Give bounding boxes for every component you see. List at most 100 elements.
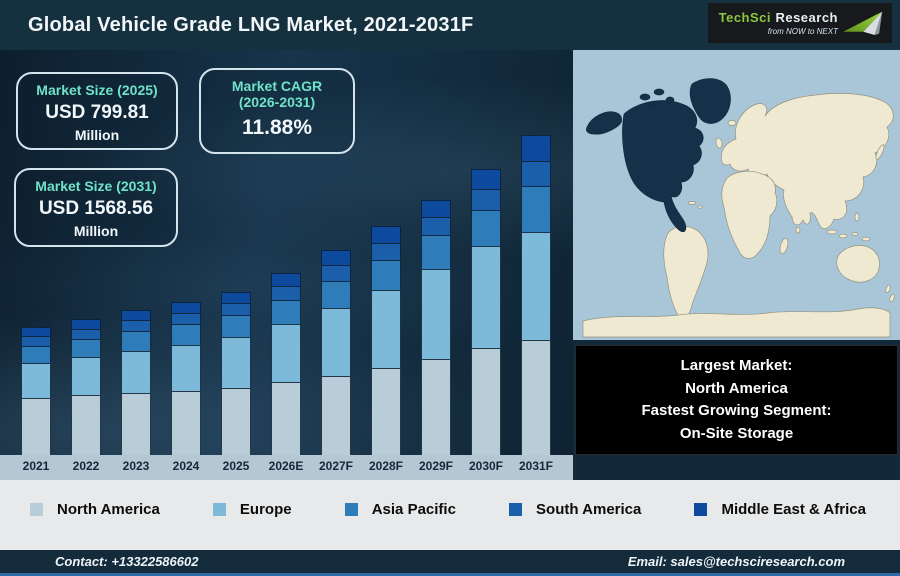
right-column: Largest Market: North America Fastest Gr…: [573, 50, 900, 480]
bar-segment-north-america: [321, 376, 351, 455]
header-bar: Global Vehicle Grade LNG Market, 2021-20…: [0, 0, 900, 50]
legend-swatch: [344, 502, 358, 516]
bar-segment-middle-east-africa: [321, 250, 351, 265]
x-axis-label-2029F: 2029F: [418, 459, 454, 473]
bar-segment-north-america: [271, 382, 301, 455]
stat-value: USD 799.81: [45, 102, 149, 124]
x-axis-label-2028F: 2028F: [368, 459, 404, 473]
x-axis-label-2026E: 2026E: [268, 459, 304, 473]
bar-2029F: [421, 200, 451, 455]
bar-segment-europe: [521, 232, 551, 340]
map-sri-lanka: [795, 226, 801, 234]
bar-segment-south-america: [121, 320, 151, 331]
legend-swatch: [509, 502, 523, 516]
x-axis-label-2022: 2022: [72, 459, 100, 473]
logo-arrow-icon: [843, 11, 883, 35]
bar-segment-europe: [171, 345, 201, 391]
bar-segment-asia-pacific: [171, 324, 201, 345]
bar-segment-middle-east-africa: [471, 169, 501, 189]
legend-label: South America: [536, 500, 642, 518]
map-indonesia: [851, 232, 859, 236]
legend-item-europe: Europe: [212, 500, 292, 518]
bar-segment-asia-pacific: [471, 210, 501, 246]
legend-label: Asia Pacific: [371, 500, 456, 518]
chart-legend: North America Europe Asia Pacific South Ame…: [0, 480, 900, 550]
map-new-zealand: [885, 284, 891, 294]
bar-segment-south-america: [71, 329, 101, 339]
info-line: On-Site Storage: [679, 424, 794, 442]
world-map: [573, 50, 900, 340]
stacked-bar-chart: [0, 50, 573, 455]
bars-container: [0, 50, 573, 455]
bar-segment-north-america: [121, 393, 151, 455]
map-south-america: [663, 225, 709, 321]
x-axis-label-2021: 2021: [22, 459, 50, 473]
x-axis-label-2023: 2023: [122, 459, 150, 473]
bar-segment-middle-east-africa: [371, 226, 401, 243]
bar-segment-north-america: [421, 359, 451, 455]
bar-segment-middle-east-africa: [521, 135, 551, 161]
stat-value: 11.88%: [241, 116, 313, 140]
map-africa: [721, 170, 778, 259]
map-north-america-highlight: [622, 100, 704, 233]
info-line: North America: [685, 379, 788, 397]
map-greenland-highlight: [689, 78, 731, 124]
x-axis-label-2024: 2024: [172, 459, 200, 473]
bar-2025: [221, 292, 251, 455]
bar-segment-north-america: [471, 348, 501, 455]
map-iceland: [727, 120, 737, 126]
bar-segment-south-america: [321, 265, 351, 281]
bar-2028F: [371, 226, 401, 455]
page-title: Global Vehicle Grade LNG Market, 2021-20…: [28, 13, 474, 36]
stat-title: Market Size (2031): [35, 178, 157, 194]
techsci-logo: TechSci Research from NOW to NEXT: [708, 3, 892, 43]
footer-contact: Contact: +13322586602: [55, 554, 199, 569]
legend-swatch: [694, 502, 708, 516]
chart-region: 2021 2022 2023 2024 2025 2026E 2027F 2028F 2029F…: [0, 50, 573, 480]
bar-segment-south-america: [421, 217, 451, 235]
bar-segment-asia-pacific: [121, 331, 151, 351]
stat-box-market-size-2031: Market Size (2031) USD 1568.56 Million: [14, 168, 178, 247]
bar-segment-europe: [371, 290, 401, 368]
legend-swatch: [212, 502, 226, 516]
x-axis-label-2031F: 2031F: [518, 459, 554, 473]
map-alaska-highlight: [586, 111, 622, 135]
largest-market-info-box: Largest Market: North America Fastest Gr…: [575, 345, 898, 455]
map-new-guinea: [861, 236, 871, 242]
legend-label: Europe: [239, 500, 292, 518]
map-indonesia: [838, 233, 848, 239]
bar-segment-north-america: [171, 391, 201, 455]
bar-segment-europe: [21, 363, 51, 398]
map-uk: [715, 137, 723, 149]
bar-segment-middle-east-africa: [421, 200, 451, 217]
bar-segment-south-america: [21, 336, 51, 346]
stat-title: Market CAGR: [231, 78, 323, 94]
bar-segment-asia-pacific: [521, 186, 551, 232]
logo-tagline: from NOW to NEXT: [767, 27, 838, 36]
legend-item-middle-east-africa: Middle East & Africa: [694, 500, 866, 518]
legend-label: Middle East & Africa: [721, 500, 866, 518]
stat-unit: Million: [73, 223, 119, 240]
bar-segment-south-america: [171, 313, 201, 324]
bar-segment-europe: [421, 269, 451, 359]
map-arctic-island: [647, 102, 657, 108]
bar-segment-middle-east-africa: [271, 273, 301, 286]
stat-title-line2: (2026-2031): [238, 94, 316, 111]
legend-swatch: [30, 502, 43, 516]
bar-segment-north-america: [221, 388, 251, 455]
map-arctic-island: [665, 96, 675, 104]
stat-value: USD 1568.56: [38, 198, 154, 220]
bar-segment-asia-pacific: [421, 235, 451, 269]
bar-2030F: [471, 169, 501, 455]
bar-segment-north-america: [71, 395, 101, 455]
map-australia: [836, 245, 880, 283]
map-arctic-island: [639, 93, 651, 101]
stat-unit: Million: [74, 127, 120, 144]
map-indonesia: [826, 229, 838, 235]
bar-segment-south-america: [221, 303, 251, 315]
bar-segment-north-america: [21, 398, 51, 455]
bar-segment-south-america: [521, 161, 551, 186]
bar-segment-asia-pacific: [371, 260, 401, 290]
main-area: 2021 2022 2023 2024 2025 2026E 2027F 2028F 2029F…: [0, 50, 900, 480]
